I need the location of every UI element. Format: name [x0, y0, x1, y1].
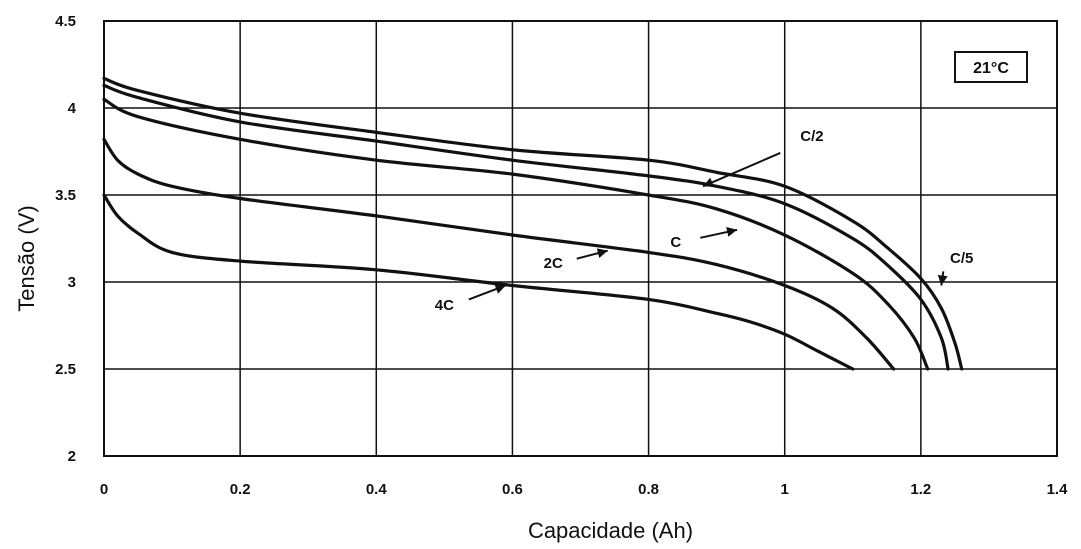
series-label: C	[670, 234, 681, 251]
curves	[102, 76, 964, 371]
series-label: C/5	[950, 250, 973, 267]
x-tick-label: 1.2	[910, 481, 931, 498]
x-tick-label: 0.6	[502, 481, 523, 498]
label-arrows: C/2 C 2C 4C C/5	[435, 128, 974, 314]
series-label: 4C	[435, 297, 454, 314]
label-arrow-head	[937, 274, 948, 286]
x-tick-label: 1	[781, 481, 789, 498]
plot-frame	[103, 20, 1058, 457]
x-tick-label: 1.4	[1047, 481, 1069, 498]
series-line-4c	[102, 193, 855, 371]
x-tick-label: 0.2	[230, 481, 251, 498]
y-axis-label: Tensão (V)	[14, 205, 39, 311]
label-arrow-head	[494, 284, 506, 294]
x-tick-labels: 0 0.2 0.4 0.6 0.8 1 1.2 1.4	[100, 481, 1068, 498]
temperature-label: 21°C	[973, 60, 1009, 77]
y-tick-label: 2.5	[55, 361, 76, 378]
y-tick-label: 4.5	[55, 13, 76, 30]
label-arrow-head	[703, 177, 715, 187]
series-label: 2C	[544, 255, 563, 272]
y-tick-label: 4	[68, 100, 77, 117]
series-line-c-2	[102, 83, 950, 371]
series-label: C/2	[800, 128, 823, 145]
temperature-annotation: 21°C	[954, 51, 1028, 83]
y-tick-label: 3	[68, 274, 76, 291]
x-tick-label: 0	[100, 481, 108, 498]
label-arrow-head	[726, 227, 738, 237]
x-tick-label: 0.8	[638, 481, 659, 498]
y-tick-labels: 2 2.5 3 3.5 4 4.5	[55, 13, 77, 465]
grid	[103, 20, 1058, 457]
y-tick-label: 2	[68, 448, 76, 465]
x-tick-label: 0.4	[366, 481, 388, 498]
series-line-c	[102, 97, 930, 371]
y-tick-label: 3.5	[55, 187, 76, 204]
series-line-2c	[102, 137, 896, 371]
label-arrow-head	[596, 248, 608, 259]
series-line-c-5	[102, 76, 964, 371]
x-axis-label: Capacidade (Ah)	[528, 518, 693, 543]
label-arrow-line	[702, 152, 781, 188]
